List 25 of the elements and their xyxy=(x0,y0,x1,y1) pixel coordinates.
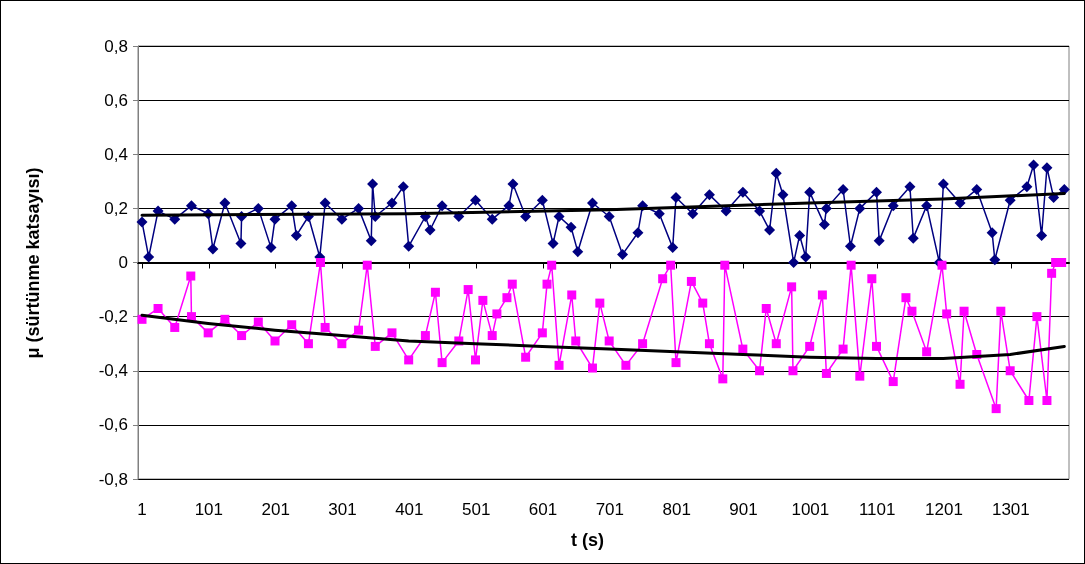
y-tick-label: 0 xyxy=(118,253,128,272)
x-tick-label: 1201 xyxy=(925,500,963,519)
y-tick-label: 0,8 xyxy=(104,36,128,56)
x-tick-label: 901 xyxy=(729,500,758,519)
y-tick-label: -0,8 xyxy=(98,469,128,489)
y-tick-label: 0,2 xyxy=(104,198,128,218)
x-tick-label: 601 xyxy=(528,500,558,519)
x-tick-label: 1301 xyxy=(991,500,1030,519)
x-tick-label: 1101 xyxy=(858,500,896,519)
x-tick-label: 1 xyxy=(137,500,147,519)
x-tick-label: 501 xyxy=(461,500,491,519)
y-tick-label: 0,6 xyxy=(104,90,128,110)
x-tick-label: 301 xyxy=(328,500,357,519)
x-tick-label: 101 xyxy=(194,500,224,519)
y-axis-title: μ (sürtünme katsayısı) xyxy=(23,167,43,359)
x-axis-title: t (s) xyxy=(571,530,604,550)
x-tick-label: 701 xyxy=(595,500,625,519)
y-tick-label: -0,2 xyxy=(98,307,128,327)
x-tick-label: 801 xyxy=(662,500,691,519)
y-tick-label: 0,4 xyxy=(104,144,128,164)
y-tick-label: -0,6 xyxy=(98,415,128,435)
x-tick-label: 201 xyxy=(261,500,290,519)
y-tick-label: -0,4 xyxy=(98,361,128,381)
x-tick-label: 1001 xyxy=(791,500,830,519)
x-tick-label: 401 xyxy=(395,500,424,519)
